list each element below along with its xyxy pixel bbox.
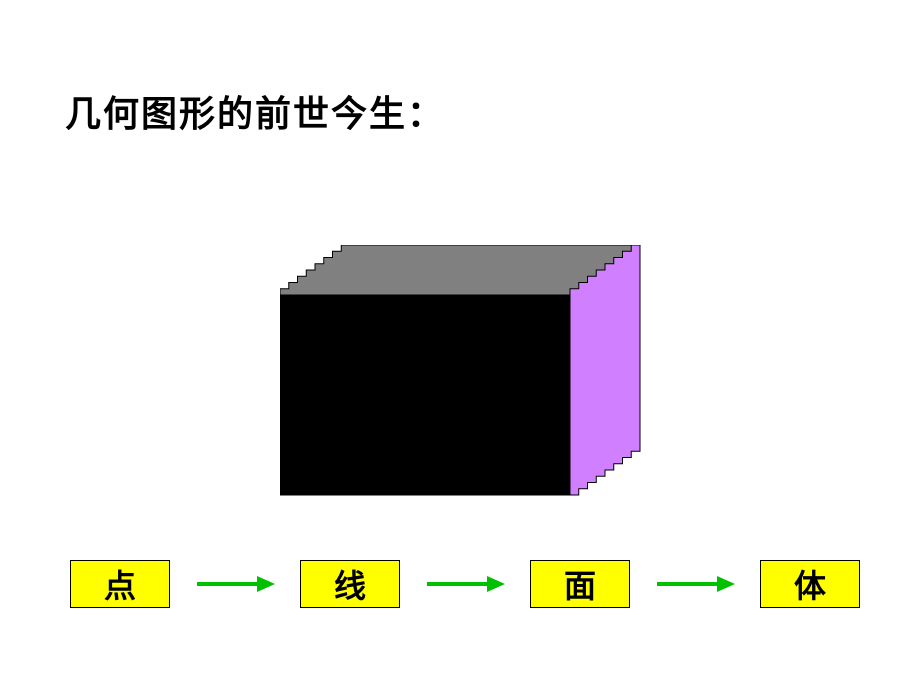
flow-arrow-1	[425, 576, 505, 592]
flow-node-label: 点	[104, 561, 136, 607]
flow-node-1: 线	[300, 560, 400, 608]
flow-node-3: 体	[760, 560, 860, 608]
flow-node-label: 线	[334, 561, 366, 607]
cube-diagram	[280, 245, 642, 502]
flow-row: 点线面体	[70, 560, 860, 608]
flow-arrow-0	[195, 576, 275, 592]
flow-node-label: 体	[794, 561, 826, 607]
flow-node-label: 面	[564, 561, 596, 607]
flow-node-0: 点	[70, 560, 170, 608]
flow-node-2: 面	[530, 560, 630, 608]
flow-arrow-2	[655, 576, 735, 592]
slide-title: 几何图形的前世今生：	[65, 85, 445, 137]
cube-svg	[280, 245, 642, 497]
